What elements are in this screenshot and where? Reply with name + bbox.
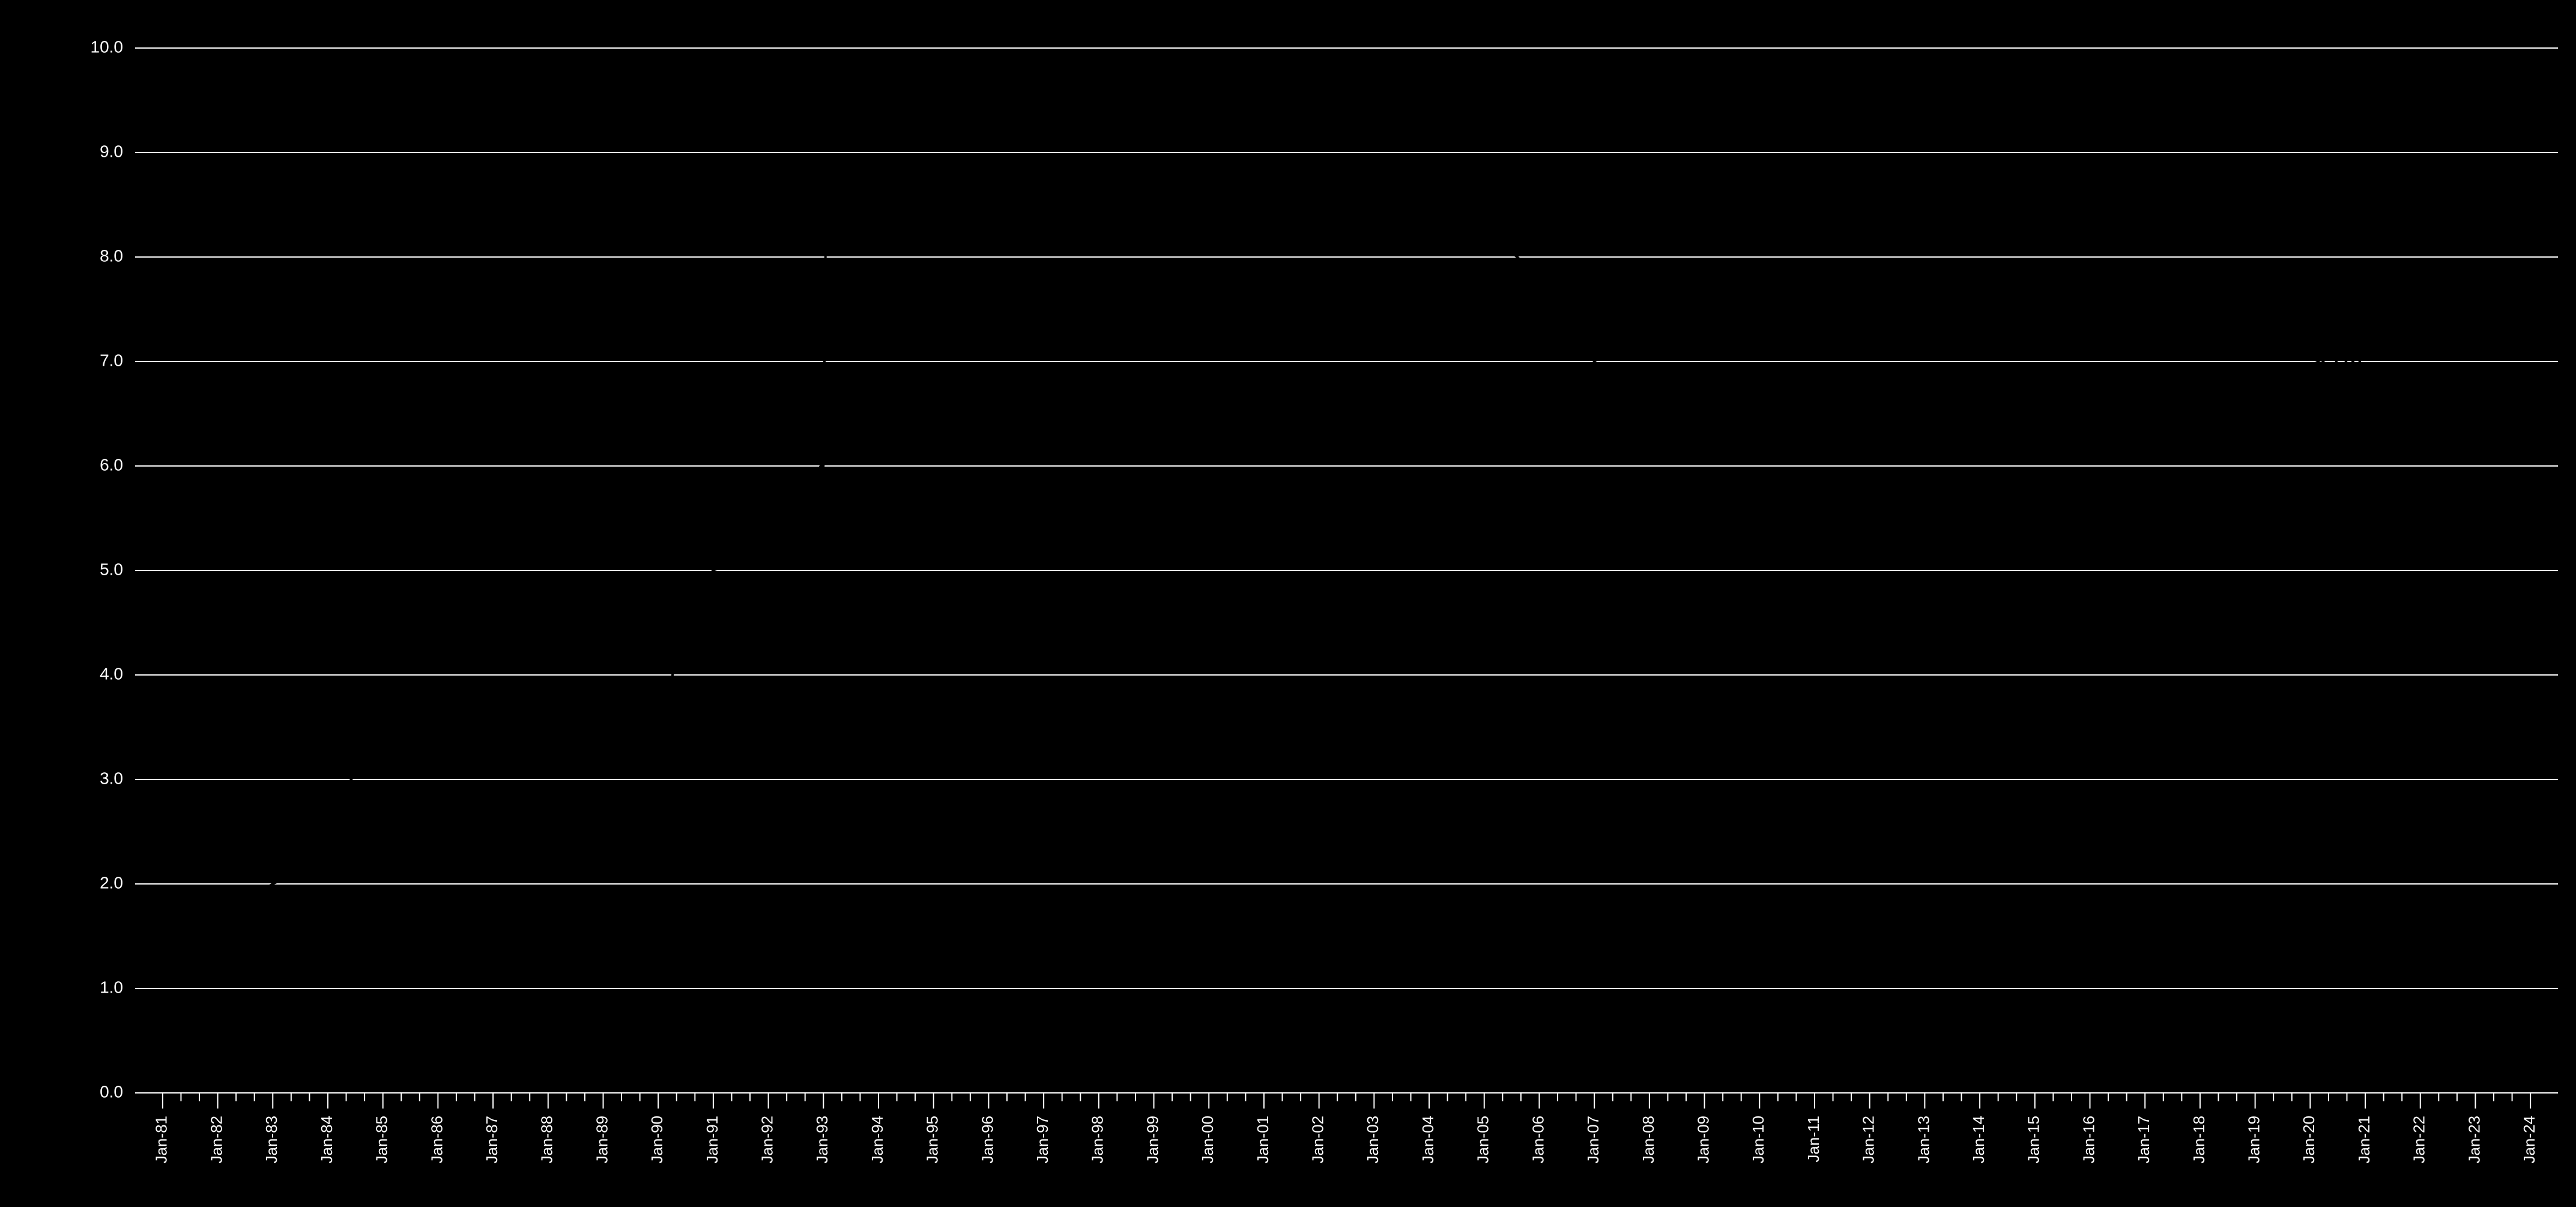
x-axis-tick-label: Jan-12 xyxy=(1860,1116,1878,1164)
x-axis-tick-label: Jan-82 xyxy=(207,1116,225,1164)
x-axis-tick-label: Jan-24 xyxy=(2520,1116,2538,1164)
x-axis-tick-label: Jan-13 xyxy=(1914,1116,1932,1164)
chart-background xyxy=(0,0,2576,1207)
x-axis-tick-label: Jan-21 xyxy=(2355,1116,2373,1164)
x-axis-tick-label: Jan-03 xyxy=(1364,1116,1382,1164)
x-axis-tick-label: Jan-05 xyxy=(1474,1116,1492,1164)
x-axis-tick-label: Jan-81 xyxy=(153,1116,171,1164)
x-axis-tick-label: Jan-04 xyxy=(1419,1116,1437,1164)
x-axis-tick-label: Jan-16 xyxy=(2079,1116,2097,1164)
line-chart: 0.0 1.0 2.0 3.0 4.0 5.0 6.0 7.0 8.0 9.0 10.0 Jan-81… xyxy=(0,0,2576,1207)
y-axis-tick-label: 3.0 xyxy=(100,769,123,787)
y-axis-tick-label: 4.0 xyxy=(100,664,123,683)
x-axis-tick-label: Jan-20 xyxy=(2300,1116,2318,1164)
x-axis-tick-label: Jan-91 xyxy=(703,1116,721,1164)
x-axis-tick-label: Jan-95 xyxy=(924,1116,942,1164)
x-axis-tick-label: Jan-99 xyxy=(1143,1116,1161,1164)
x-axis-tick-label: Jan-19 xyxy=(2245,1116,2263,1164)
x-axis-tick-label: Jan-97 xyxy=(1033,1116,1051,1164)
x-axis-tick-label: Jan-00 xyxy=(1199,1116,1217,1164)
x-axis-tick-label: Jan-07 xyxy=(1584,1116,1602,1164)
y-axis-tick-label: 5.0 xyxy=(100,560,123,578)
y-axis-tick-label: 10.0 xyxy=(91,37,124,56)
x-axis-tick-label: Jan-01 xyxy=(1254,1116,1272,1164)
y-axis-tick-label: 0.0 xyxy=(100,1082,123,1101)
x-axis-tick-label: Jan-87 xyxy=(483,1116,501,1164)
x-axis-tick-label: Jan-86 xyxy=(428,1116,446,1164)
y-axis-tick-label: 7.0 xyxy=(100,351,123,369)
y-axis-tick-label: 6.0 xyxy=(100,455,123,474)
x-axis-tick-label: Jan-08 xyxy=(1639,1116,1657,1164)
x-axis-tick-label: Jan-96 xyxy=(978,1116,996,1164)
x-axis-tick-label: Jan-92 xyxy=(758,1116,776,1164)
x-axis-tick-label: Jan-17 xyxy=(2135,1116,2153,1164)
y-axis-tick-label: 8.0 xyxy=(100,246,123,265)
x-axis-tick-label: Jan-90 xyxy=(648,1116,666,1164)
x-axis-tick-label: Jan-84 xyxy=(318,1116,336,1164)
x-axis-tick-label: Jan-83 xyxy=(262,1116,280,1164)
x-axis-tick-label: Jan-10 xyxy=(1749,1116,1767,1164)
x-axis-tick-label: Jan-18 xyxy=(2190,1116,2208,1164)
x-axis-tick-label: Jan-88 xyxy=(538,1116,556,1164)
y-axis-tick-label: 2.0 xyxy=(100,873,123,892)
x-axis-tick-label: Jan-89 xyxy=(593,1116,611,1164)
x-axis-tick-label: Jan-93 xyxy=(813,1116,831,1164)
x-axis-tick-label: Jan-15 xyxy=(2025,1116,2043,1164)
y-axis-tick-label: 1.0 xyxy=(100,978,123,996)
y-axis-tick-label: 9.0 xyxy=(100,142,123,160)
x-axis-tick-label: Jan-11 xyxy=(1804,1116,1822,1163)
x-axis-tick-label: Jan-02 xyxy=(1309,1116,1327,1164)
x-axis-tick-label: Jan-85 xyxy=(373,1116,391,1164)
x-axis-tick-label: Jan-22 xyxy=(2410,1116,2428,1164)
x-axis-tick-label: Jan-23 xyxy=(2465,1116,2483,1164)
x-axis-tick-label: Jan-98 xyxy=(1089,1116,1107,1164)
x-axis-tick-label: Jan-06 xyxy=(1529,1116,1547,1164)
x-axis-tick-label: Jan-09 xyxy=(1694,1116,1712,1164)
x-axis-tick-label: Jan-94 xyxy=(868,1116,886,1164)
x-axis-tick-label: Jan-14 xyxy=(1970,1116,1988,1164)
